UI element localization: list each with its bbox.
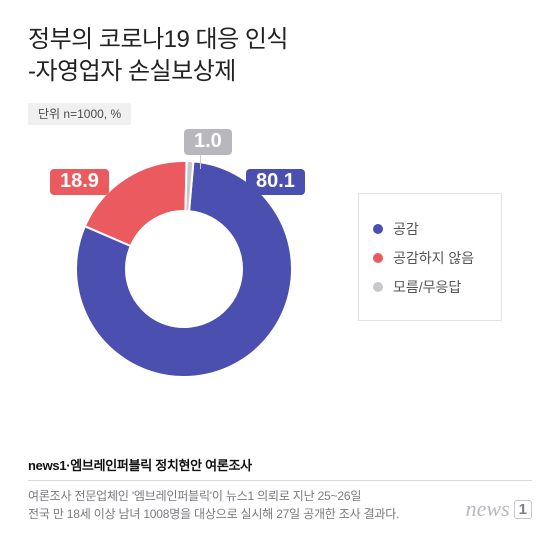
legend-item: 공감 — [373, 219, 487, 239]
slice-label-disagree: 18.9 — [50, 169, 109, 195]
donut-chart: 1.0 18.9 80.1 공감 공감하지 않음 모름/무응답 — [28, 131, 532, 391]
legend-text: 공감하지 않음 — [393, 248, 474, 268]
page-title: 정부의 코로나19 대응 인식 — [28, 24, 532, 56]
logo-badge: 1 — [514, 500, 532, 519]
unit-badge: 단위 n=1000, % — [28, 103, 131, 125]
slice-label-agree: 80.1 — [246, 169, 305, 195]
legend-swatch — [373, 282, 383, 292]
description: 여론조사 전문업체인 '엠브레인퍼블릭'이 뉴스1 의뢰로 지난 25~26일전… — [28, 487, 532, 524]
callout-pointer — [200, 155, 201, 169]
legend-swatch — [373, 224, 383, 234]
legend-item: 모름/무응답 — [373, 277, 487, 297]
legend: 공감 공감하지 않음 모름/무응답 — [358, 193, 502, 321]
legend-text: 모름/무응답 — [393, 277, 461, 297]
footer: news1·엠브레인퍼블릭 정치현안 여론조사 여론조사 전문업체인 '엠브레인… — [28, 455, 532, 524]
page-subtitle: -자영업자 손실보상제 — [28, 56, 532, 88]
news1-logo: news 1 — [466, 496, 532, 522]
source-line: news1·엠브레인퍼블릭 정치현안 여론조사 — [28, 455, 532, 481]
legend-item: 공감하지 않음 — [373, 248, 487, 268]
legend-swatch — [373, 253, 383, 263]
logo-text: news — [466, 496, 510, 522]
legend-text: 공감 — [393, 219, 419, 239]
slice-label-neutral: 1.0 — [184, 129, 232, 155]
